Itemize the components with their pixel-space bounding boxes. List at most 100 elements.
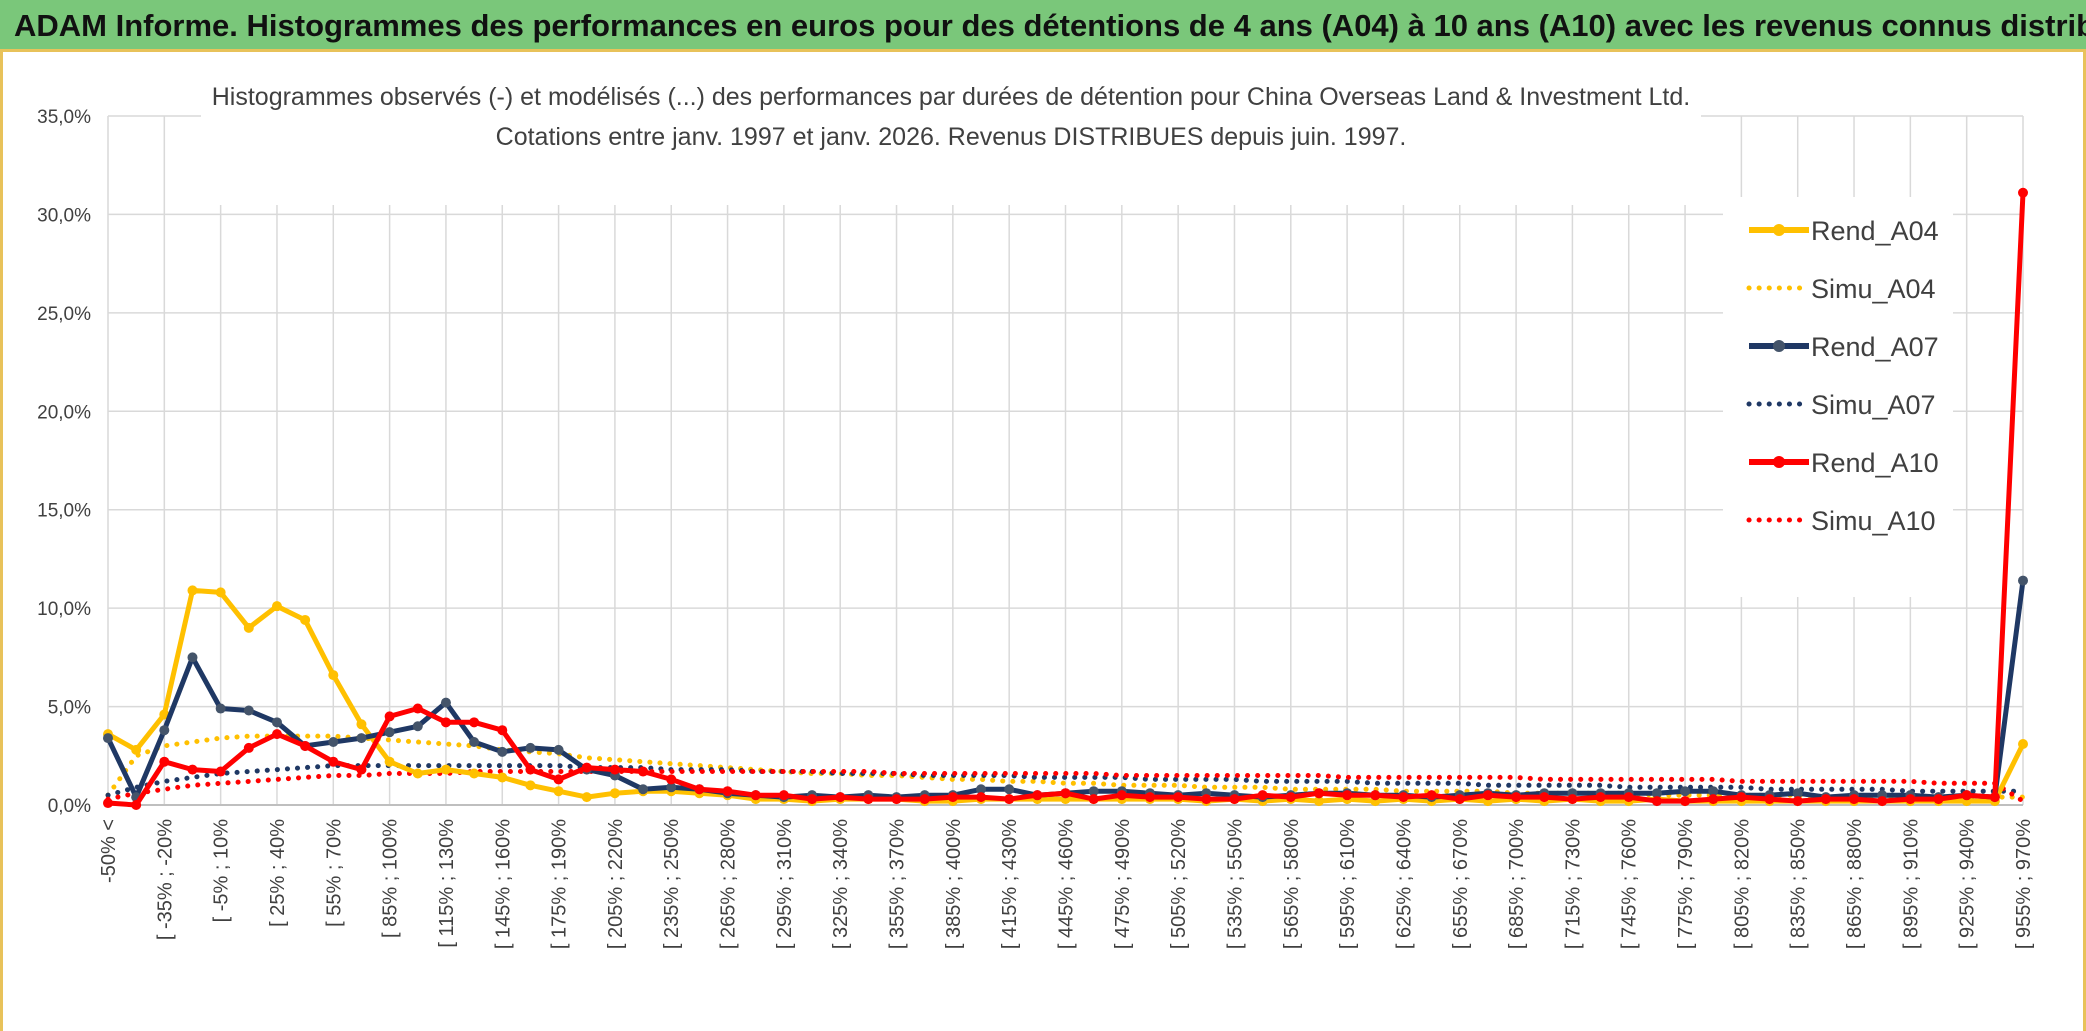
x-tick-label: [ 805% ; 820% <box>1731 819 1753 949</box>
series-rend-a07-point <box>159 725 170 736</box>
series-rend-a04-point <box>581 792 592 803</box>
series-rend-a10-point <box>103 798 113 809</box>
series-rend-a10-point <box>1088 794 1099 805</box>
series-rend-a07-point <box>328 737 339 748</box>
series-rend-a10-point <box>1004 794 1015 805</box>
series-rend-a07-point <box>215 703 226 714</box>
series-rend-a04-point <box>1313 796 1324 807</box>
series-rend-a10-point <box>581 762 592 773</box>
x-tick-label: [ -5% ; 10% <box>211 819 233 923</box>
x-tick-label: [ 625% ; 640% <box>1393 819 1415 949</box>
series-rend-a10-point <box>778 790 789 801</box>
series-rend-a07-point <box>976 784 987 795</box>
legend-marker-rend-a04 <box>1773 224 1785 236</box>
series-rend-a10-point <box>1511 792 1522 803</box>
y-tick-label: 0,0% <box>48 796 91 817</box>
page-title: ADAM Informe. Histogrammes des performan… <box>14 8 2086 43</box>
series-rend-a07-point <box>103 733 113 744</box>
series-rend-a10-point <box>976 792 987 803</box>
series-rend-a07-point <box>1708 786 1719 797</box>
x-tick-label: [ 235% ; 250% <box>661 819 683 949</box>
series-rend-a10-point <box>1792 796 1803 807</box>
x-tick-label: [ 145% ; 160% <box>492 819 514 949</box>
x-tick-label: [ 685% ; 700% <box>1506 819 1528 949</box>
x-tick-label: [ 295% ; 310% <box>774 819 796 949</box>
series-rend-a04-point <box>525 780 536 791</box>
series-rend-a10-point <box>159 756 170 767</box>
legend-label-simu-a04: Simu_A04 <box>1811 274 1936 304</box>
series-rend-a10-point <box>384 711 395 722</box>
series-rend-a10-point <box>1651 796 1662 807</box>
y-tick-label: 35,0% <box>37 107 91 128</box>
series-simu-a07-line <box>105 763 2026 798</box>
series-rend-a10-point <box>300 740 311 751</box>
series-rend-a10-point <box>1201 794 1212 805</box>
x-tick-label: [ 745% ; 760% <box>1619 819 1641 949</box>
x-tick-label: -50% < <box>98 819 120 883</box>
x-tick-label: [ 355% ; 370% <box>887 819 909 949</box>
y-axis: 0,0% 5,0% 10,0% 15,0% 20,0% 25,0% 30,0% 35,0% <box>37 107 91 817</box>
series-rend-a10-point <box>1623 792 1634 803</box>
series-rend-a10-point <box>1989 792 2000 803</box>
y-tick-label: 10,0% <box>37 599 91 620</box>
x-tick-label: [ 595% ; 610% <box>1337 819 1359 949</box>
series-rend-a04-point <box>440 764 451 775</box>
series-rend-a10-point <box>1116 790 1127 801</box>
x-tick-label: [ 445% ; 460% <box>1056 819 1078 949</box>
x-tick-label: [ 505% ; 520% <box>1168 819 1190 949</box>
series-rend-a04-point <box>300 614 311 625</box>
series-rend-a10-point <box>1313 788 1324 799</box>
x-tick-label: [ 655% ; 670% <box>1450 819 1472 949</box>
y-tick-label: 30,0% <box>37 205 91 226</box>
legend: Rend_A04 Simu_A04 Rend_A07 Simu_A07 Rend_A10… <box>1723 197 1953 597</box>
series-rend-a07-point <box>412 721 423 732</box>
series-rend-a10-point <box>919 794 930 805</box>
series-rend-a10-point <box>1285 792 1296 803</box>
series-rend-a10-point <box>609 764 620 775</box>
series-rend-a10-point <box>1736 792 1747 803</box>
series-rend-a10-point <box>469 717 480 728</box>
y-tick-label: 25,0% <box>37 304 91 325</box>
chart-title-line2: Cotations entre janv. 1997 et janv. 2026… <box>496 123 1407 151</box>
series-rend-a07-point <box>1792 788 1803 799</box>
x-tick-label: [ 325% ; 340% <box>830 819 852 949</box>
series-rend-a07-point <box>187 652 198 663</box>
series-rend-a07-point <box>553 744 564 755</box>
x-tick-label: [ 865% ; 880% <box>1844 819 1866 949</box>
series-rend-a10-point <box>666 774 677 785</box>
x-tick-label: [ 265% ; 280% <box>718 819 740 949</box>
series-rend-a10-point <box>328 756 339 767</box>
legend-label-simu-a07: Simu_A07 <box>1811 390 1936 420</box>
x-tick-label: [ 475% ; 490% <box>1112 819 1134 949</box>
series-rend-a04-point <box>553 786 564 797</box>
chart: 0,0% 5,0% 10,0% 15,0% 20,0% 25,0% 30,0% 35,0% -… <box>37 77 2035 949</box>
series-rend-a04-point <box>131 744 142 755</box>
series-rend-a07-point <box>1651 788 1662 799</box>
y-tick-label: 5,0% <box>48 698 91 719</box>
series-rend-a10-point <box>1426 790 1437 801</box>
series-rend-a10-point <box>356 764 367 775</box>
x-tick-label: [ -35% ; -20% <box>154 819 176 940</box>
series-rend-a10-point <box>1454 794 1465 805</box>
series-rend-a10-point <box>1933 794 1944 805</box>
series-rend-a10-point <box>863 794 874 805</box>
series-rend-a07-point <box>440 697 451 708</box>
legend-label-rend-a04: Rend_A04 <box>1811 216 1939 246</box>
series-rend-a04-point <box>2018 738 2028 749</box>
legend-backdrop <box>1723 197 1953 597</box>
series-rend-a10-point <box>215 766 226 777</box>
series-rend-a10-point <box>525 764 536 775</box>
series-rend-a10-point <box>835 792 846 803</box>
x-tick-label: [ 955% ; 970% <box>2013 819 2035 949</box>
x-tick-label: [ 565% ; 580% <box>1281 819 1303 949</box>
y-tick-label: 20,0% <box>37 402 91 423</box>
x-tick-label: [ 175% ; 190% <box>549 819 571 949</box>
title-backdrop <box>201 77 1701 205</box>
series-rend-a10-point <box>1173 792 1184 803</box>
series-rend-a07-point <box>638 784 649 795</box>
series-rend-a10-point <box>1567 794 1578 805</box>
series-rend-a07-point <box>497 746 508 757</box>
series-rend-a10-point <box>1370 790 1381 801</box>
series-rend-a10-point <box>722 786 733 797</box>
series-rend-a10-point <box>947 792 958 803</box>
